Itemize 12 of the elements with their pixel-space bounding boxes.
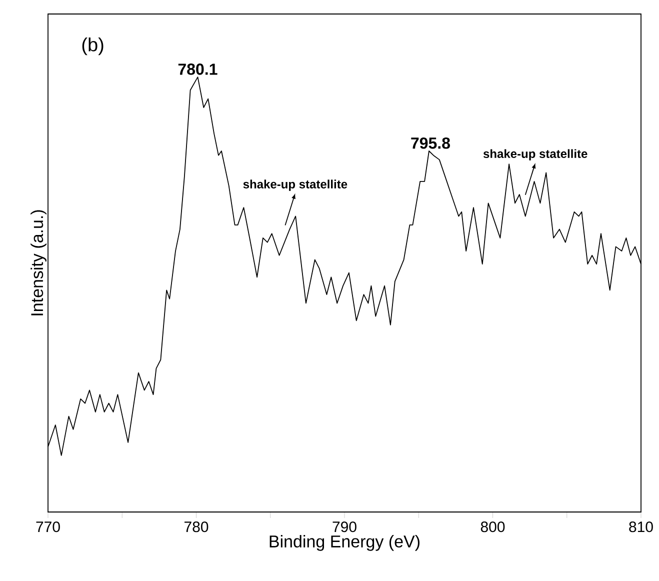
annotation: 780.1	[178, 64, 218, 75]
text: (b)	[82, 37, 104, 56]
x-tick-label: 810	[629, 522, 653, 532]
y-axis-title: Intensity (a.u.)	[30, 210, 46, 316]
x-tick-label: 800	[480, 522, 505, 532]
x-tick-label: 780	[184, 522, 208, 532]
annotation: 795.8	[411, 137, 450, 149]
x-tick-label: 770	[36, 522, 60, 532]
annotation: shake-up statellite	[483, 149, 588, 160]
x-tick-label: 790	[332, 522, 356, 532]
annotation: shake-up statellite	[243, 180, 348, 191]
x-axis-title: Binding Energy (eV)	[270, 535, 420, 551]
